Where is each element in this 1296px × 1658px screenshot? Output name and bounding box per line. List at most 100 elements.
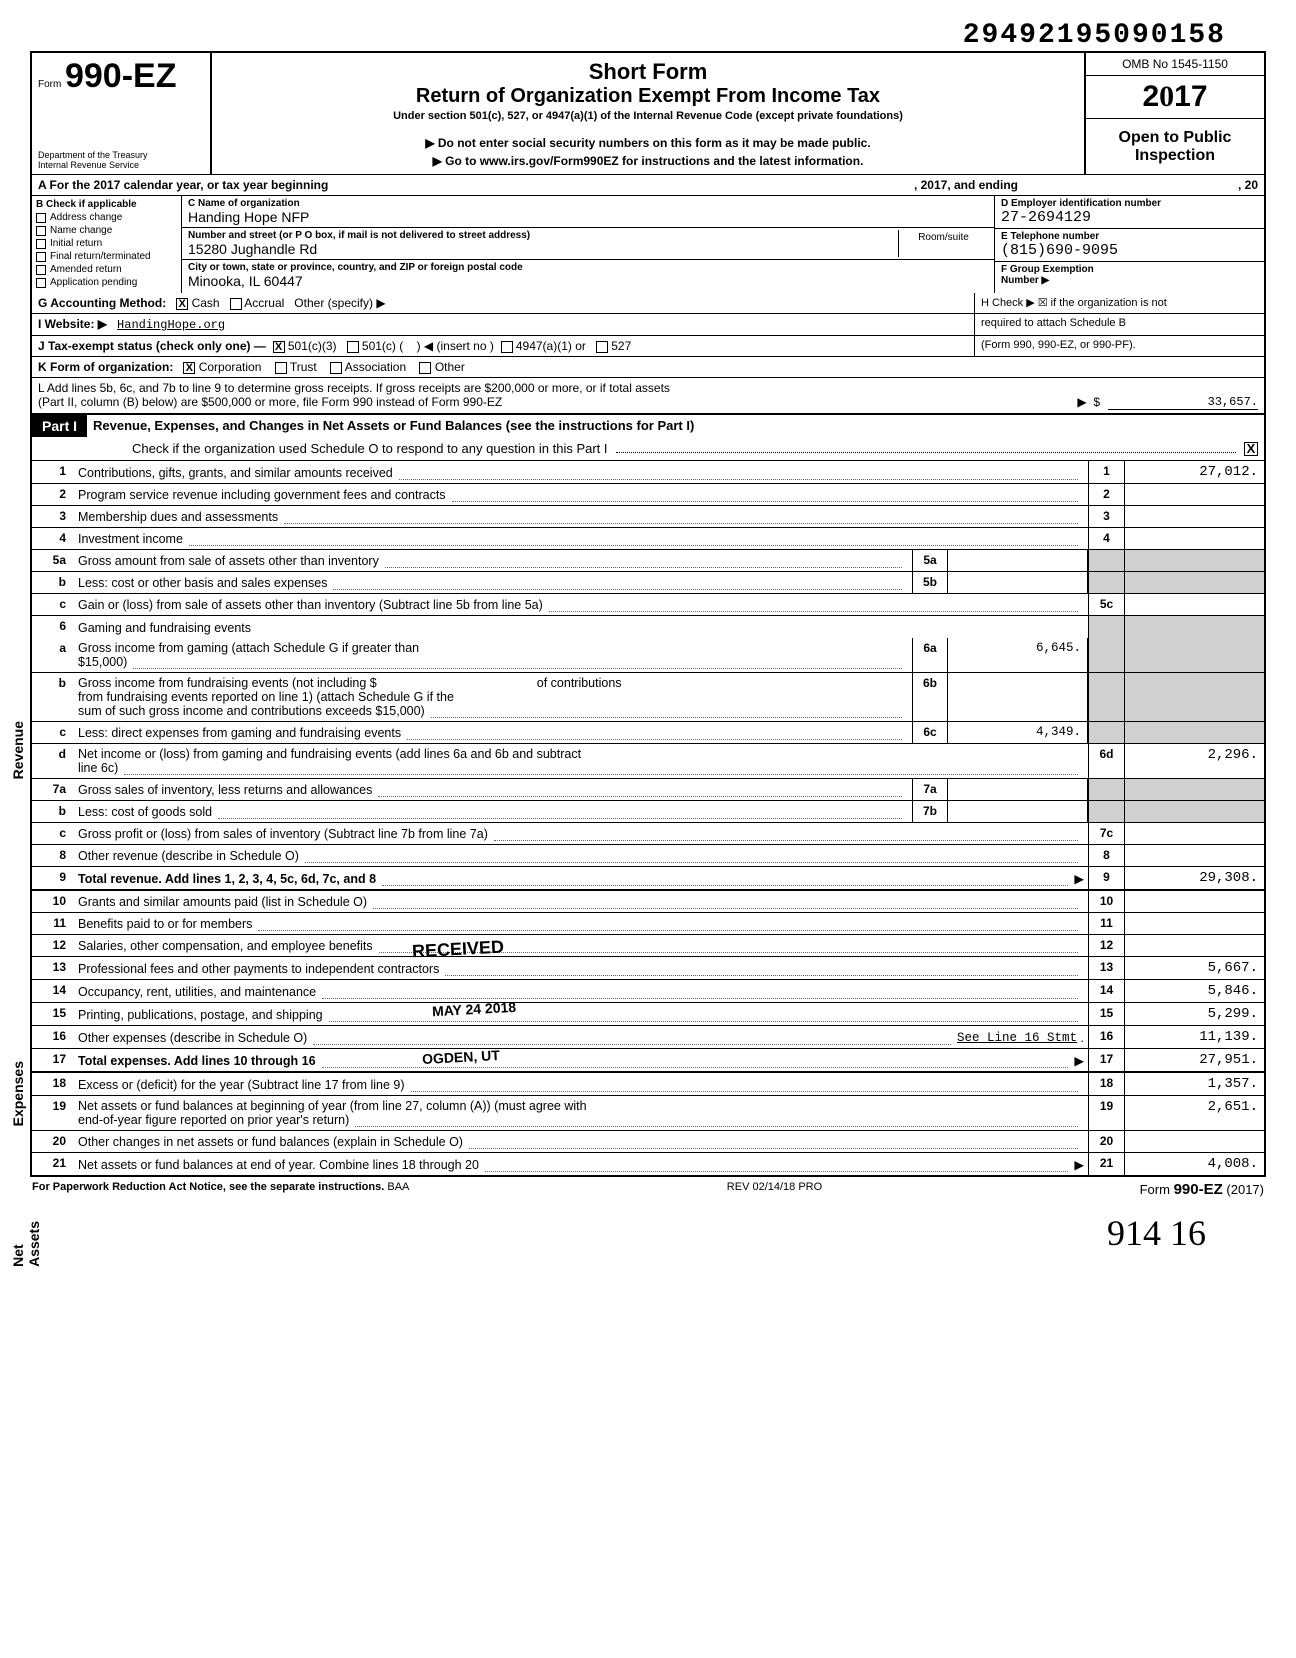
title-under: Under section 501(c), 527, or 4947(a)(1)… (222, 110, 1074, 122)
ln1-rn: 1 (1088, 461, 1124, 483)
ln6-rvshade (1124, 616, 1264, 638)
ln19-rn: 19 (1088, 1096, 1124, 1130)
ln9-rn: 9 (1088, 867, 1124, 889)
ln1-val: 27,012. (1124, 461, 1264, 483)
ln5a-mv (948, 550, 1088, 571)
row-a-tax-year: A For the 2017 calendar year, or tax yea… (30, 174, 1266, 196)
ln6c-rvshade (1124, 722, 1264, 743)
lbl-app-pending: Application pending (50, 277, 137, 288)
ln19-val: 2,651. (1124, 1096, 1264, 1130)
row-a-left: A For the 2017 calendar year, or tax yea… (38, 178, 328, 192)
ln7a-desc: Gross sales of inventory, less returns a… (78, 783, 372, 797)
ln15-num: 15 (32, 1003, 74, 1025)
ln5b-rvshade (1124, 572, 1264, 593)
ln7a-mn: 7a (912, 779, 948, 800)
ln7a-rnshade (1088, 779, 1124, 800)
j-s: 527 (611, 339, 631, 353)
ln6a-d1: Gross income from gaming (attach Schedul… (78, 641, 419, 655)
chk-name-change[interactable] (36, 226, 46, 236)
ln21-val: 4,008. (1124, 1153, 1264, 1175)
ln6b-d1: Gross income from fundraising events (no… (78, 676, 377, 690)
ln4-val (1124, 528, 1264, 549)
chk-501c3[interactable]: X (273, 341, 285, 353)
col-def: D Employer identification number 27-2694… (994, 196, 1264, 293)
chk-501c[interactable] (347, 341, 359, 353)
sched-o-text: Check if the organization used Schedule … (132, 441, 608, 456)
title-short-form: Short Form (222, 59, 1074, 85)
k-corp: Corporation (199, 360, 262, 374)
ln5b-num: b (32, 572, 74, 593)
ln10-desc: Grants and similar amounts paid (list in… (78, 895, 367, 909)
footer-row: For Paperwork Reduction Act Notice, see … (30, 1177, 1266, 1202)
ln15-desc: Printing, publications, postage, and shi… (78, 1008, 323, 1022)
chk-final-return[interactable] (36, 252, 46, 262)
line-2: 2 Program service revenue including gove… (32, 484, 1264, 506)
line-5b: b Less: cost or other basis and sales ex… (32, 572, 1264, 594)
ln18-num: 18 (32, 1073, 74, 1095)
ln11-rn: 11 (1088, 913, 1124, 934)
chk-app-pending[interactable] (36, 278, 46, 288)
ln3-rn: 3 (1088, 506, 1124, 527)
chk-corp[interactable]: X (183, 362, 195, 374)
c-name-lbl: C Name of organization (188, 198, 988, 209)
ln6d-num: d (32, 744, 74, 778)
dept-treasury: Department of the Treasury Internal Reve… (38, 150, 148, 170)
line-19: 19 Net assets or fund balances at beginn… (32, 1096, 1264, 1131)
chk-initial-return[interactable] (36, 239, 46, 249)
ln2-val (1124, 484, 1264, 505)
ln6a-mv: 6,645. (948, 638, 1088, 672)
h-line2: required to attach Schedule B (981, 317, 1258, 329)
ln12-val (1124, 935, 1264, 956)
chk-accrual[interactable] (230, 298, 242, 310)
ln6a-num: a (32, 638, 74, 672)
ln5a-num: 5a (32, 550, 74, 571)
ln20-val (1124, 1131, 1264, 1152)
ln18-val: 1,357. (1124, 1073, 1264, 1095)
line-20: 20 Other changes in net assets or fund b… (32, 1131, 1264, 1153)
ln3-num: 3 (32, 506, 74, 527)
chk-address-change[interactable] (36, 213, 46, 223)
footer-formnum: 990-EZ (1174, 1181, 1223, 1198)
line-6b: b Gross income from fundraising events (… (32, 673, 1264, 722)
chk-trust[interactable] (275, 362, 287, 374)
chk-4947[interactable] (501, 341, 513, 353)
ln7b-num: b (32, 801, 74, 822)
ln17-rn: 17 (1088, 1049, 1124, 1071)
line-5a: 5a Gross amount from sale of assets othe… (32, 550, 1264, 572)
ln2-num: 2 (32, 484, 74, 505)
main-table: Revenue Expenses Net Assets 1 Contributi… (30, 461, 1266, 1177)
ln6c-desc: Less: direct expenses from gaming and fu… (78, 726, 401, 740)
d-ein-lbl: D Employer identification number (1001, 198, 1258, 209)
l-amount: 33,657. (1108, 395, 1258, 410)
serial-number: 29492195090158 (30, 20, 1266, 51)
chk-assoc[interactable] (330, 362, 342, 374)
room-suite-lbl: Room/suite (898, 230, 988, 257)
chk-amended[interactable] (36, 265, 46, 275)
ln14-desc: Occupancy, rent, utilities, and maintena… (78, 985, 316, 999)
open-public: Open to Public Inspection (1086, 119, 1264, 174)
ln2-desc: Program service revenue including govern… (78, 488, 446, 502)
ln17-desc: Total expenses. Add lines 10 through 16 (78, 1054, 316, 1068)
ln16-rn: 16 (1088, 1026, 1124, 1048)
ln5b-desc: Less: cost or other basis and sales expe… (78, 576, 327, 590)
ln6d-d1: Net income or (loss) from gaming and fun… (78, 747, 581, 761)
line-1: 1 Contributions, gifts, grants, and simi… (32, 461, 1264, 484)
chk-other[interactable] (419, 362, 431, 374)
form-id-cell: Form 990-EZ Department of the Treasury I… (32, 53, 212, 174)
line-6: 6 Gaming and fundraising events (32, 616, 1264, 638)
ln7c-val (1124, 823, 1264, 844)
ln7c-num: c (32, 823, 74, 844)
row-l: L Add lines 5b, 6c, and 7b to line 9 to … (30, 378, 1266, 415)
ln10-num: 10 (32, 891, 74, 912)
chk-cash[interactable]: X (176, 298, 188, 310)
ln10-val (1124, 891, 1264, 912)
chk-527[interactable] (596, 341, 608, 353)
part1-label: Part I (32, 415, 87, 437)
ln8-num: 8 (32, 845, 74, 866)
ln6b-d2: from fundraising events reported on line… (78, 690, 454, 704)
ln8-desc: Other revenue (describe in Schedule O) (78, 849, 299, 863)
chk-sched-o[interactable]: X (1244, 442, 1258, 456)
tax-year: 2017 (1086, 76, 1264, 119)
ln16-desc: Other expenses (describe in Schedule O) (78, 1031, 307, 1045)
ln21-desc: Net assets or fund balances at end of ye… (78, 1158, 479, 1172)
